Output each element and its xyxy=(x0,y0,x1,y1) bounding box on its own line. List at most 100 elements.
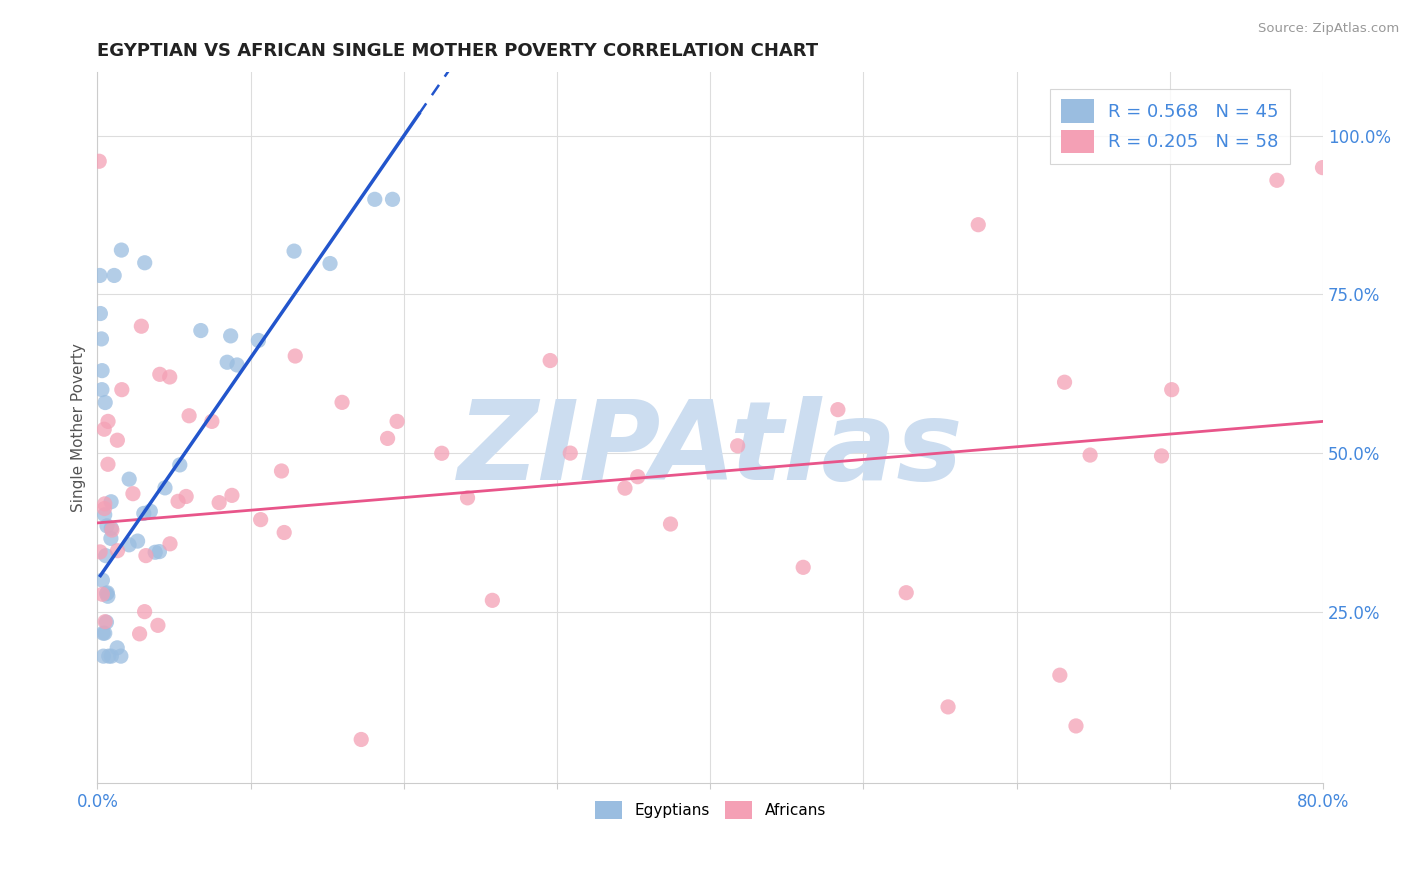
Point xyxy=(1053,376,1076,390)
Point xyxy=(134,256,156,270)
Point xyxy=(89,545,111,559)
Point xyxy=(247,334,270,348)
Point xyxy=(101,523,124,537)
Point xyxy=(273,525,295,540)
Point xyxy=(91,626,114,640)
Point xyxy=(1049,668,1071,682)
Point xyxy=(1312,161,1334,175)
Point xyxy=(201,414,224,428)
Point xyxy=(93,501,115,516)
Y-axis label: Single Mother Poverty: Single Mother Poverty xyxy=(72,343,86,512)
Point xyxy=(100,532,122,546)
Point xyxy=(284,349,307,363)
Point xyxy=(217,355,239,369)
Point xyxy=(659,516,682,531)
Point xyxy=(90,383,112,397)
Point xyxy=(219,329,242,343)
Point xyxy=(148,544,170,558)
Point xyxy=(319,256,342,270)
Point xyxy=(91,364,114,378)
Point xyxy=(122,486,145,500)
Text: ZIPAtlas: ZIPAtlas xyxy=(457,395,963,502)
Point xyxy=(896,585,918,599)
Point xyxy=(153,481,176,495)
Point xyxy=(105,640,128,655)
Point xyxy=(226,358,249,372)
Point xyxy=(93,649,115,664)
Point xyxy=(330,395,353,409)
Point xyxy=(91,587,114,601)
Point xyxy=(613,481,636,495)
Point xyxy=(1160,383,1182,397)
Point xyxy=(727,439,749,453)
Point xyxy=(132,507,155,521)
Point xyxy=(100,521,122,535)
Point xyxy=(560,446,582,460)
Point xyxy=(481,593,503,607)
Point xyxy=(134,605,156,619)
Point xyxy=(96,586,118,600)
Point xyxy=(430,446,453,460)
Point xyxy=(146,618,169,632)
Point xyxy=(169,458,191,472)
Point xyxy=(149,368,172,382)
Point xyxy=(270,464,292,478)
Point xyxy=(97,414,120,428)
Point xyxy=(127,534,149,549)
Point xyxy=(350,732,373,747)
Point xyxy=(128,627,150,641)
Point xyxy=(89,154,111,169)
Point xyxy=(90,332,112,346)
Point xyxy=(627,469,650,483)
Point xyxy=(143,545,166,559)
Point xyxy=(96,519,118,533)
Point xyxy=(110,243,132,257)
Point xyxy=(94,497,117,511)
Point xyxy=(93,508,115,522)
Point xyxy=(107,543,129,558)
Point xyxy=(97,649,120,664)
Point xyxy=(93,422,115,436)
Point xyxy=(364,192,387,206)
Point xyxy=(792,560,814,574)
Point xyxy=(135,549,157,563)
Point xyxy=(131,319,153,334)
Point xyxy=(174,490,197,504)
Point xyxy=(94,615,117,629)
Text: Source: ZipAtlas.com: Source: ZipAtlas.com xyxy=(1258,22,1399,36)
Point xyxy=(208,496,231,510)
Point xyxy=(110,649,132,664)
Point xyxy=(97,589,120,603)
Point xyxy=(159,370,181,384)
Point xyxy=(96,587,118,601)
Point xyxy=(1150,449,1173,463)
Point xyxy=(91,573,114,587)
Point xyxy=(89,268,111,283)
Point xyxy=(94,549,117,563)
Point xyxy=(967,218,990,232)
Point xyxy=(118,538,141,552)
Point xyxy=(1064,719,1087,733)
Text: EGYPTIAN VS AFRICAN SINGLE MOTHER POVERTY CORRELATION CHART: EGYPTIAN VS AFRICAN SINGLE MOTHER POVERT… xyxy=(97,42,818,60)
Point xyxy=(249,513,271,527)
Point xyxy=(94,395,117,409)
Point xyxy=(936,699,959,714)
Point xyxy=(1078,448,1101,462)
Legend: Egyptians, Africans: Egyptians, Africans xyxy=(588,796,832,825)
Point xyxy=(100,495,122,509)
Point xyxy=(381,192,404,206)
Point xyxy=(111,383,134,397)
Point xyxy=(103,268,125,283)
Point xyxy=(190,324,212,338)
Point xyxy=(167,494,190,508)
Point xyxy=(538,353,561,368)
Point xyxy=(457,491,479,505)
Point xyxy=(159,537,181,551)
Point xyxy=(827,402,849,417)
Point xyxy=(177,409,200,423)
Point xyxy=(139,504,162,518)
Point xyxy=(1265,173,1288,187)
Point xyxy=(105,434,128,448)
Point xyxy=(221,488,243,502)
Point xyxy=(100,649,122,664)
